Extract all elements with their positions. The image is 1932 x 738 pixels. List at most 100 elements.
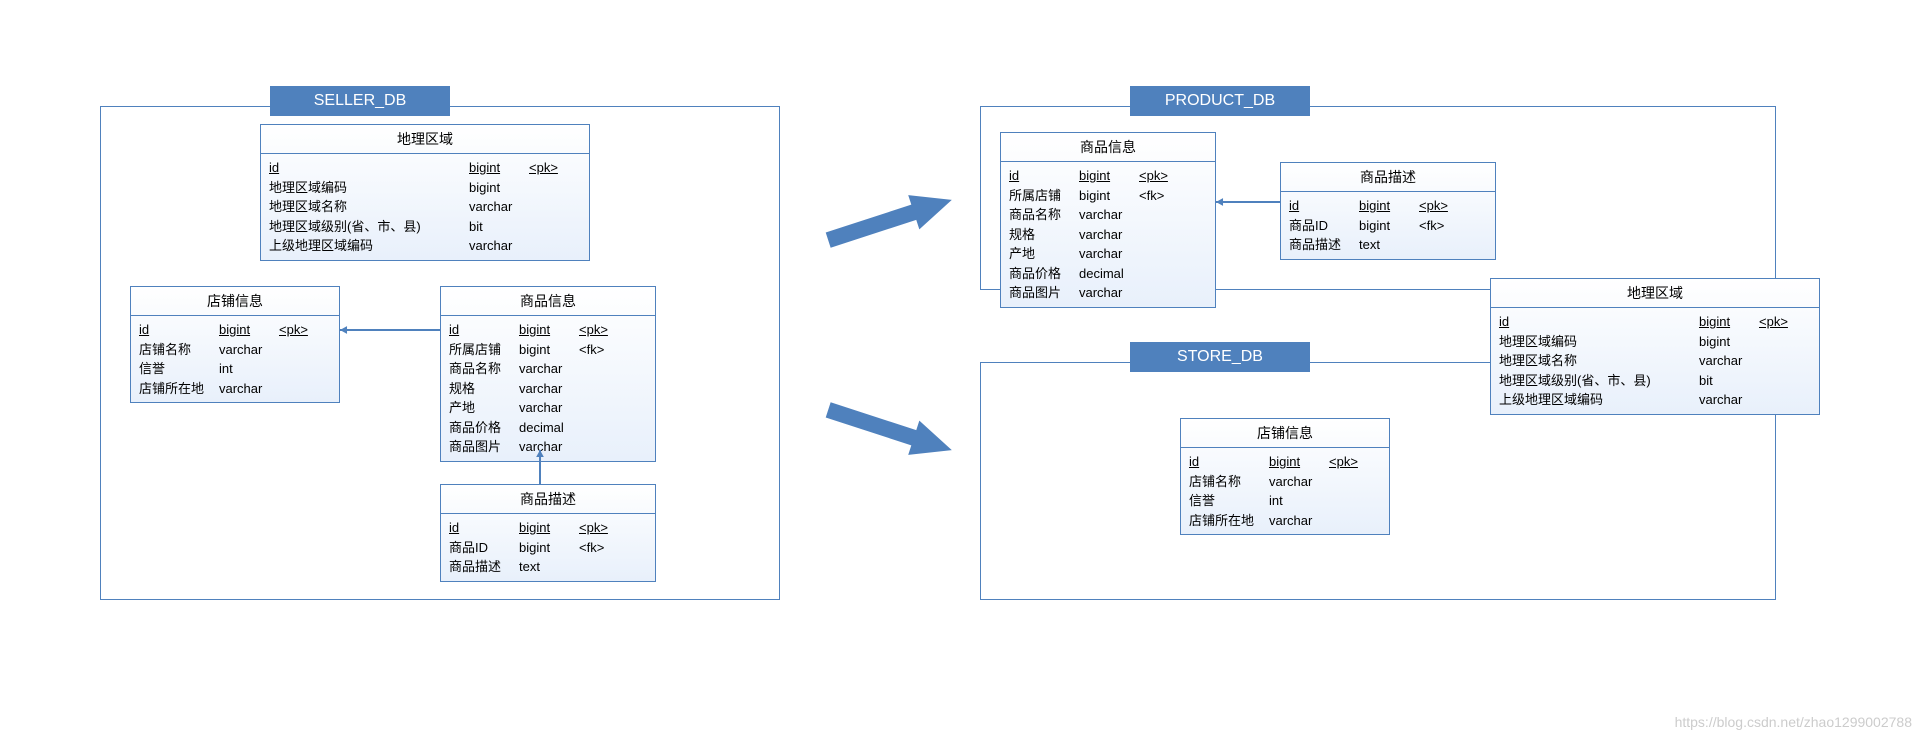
column-name: 商品名称 — [1009, 205, 1079, 225]
big-arrow-icon — [814, 170, 966, 270]
table-row: 店铺名称varchar — [1189, 472, 1381, 492]
column-key: <pk> — [1419, 196, 1448, 216]
column-name: 店铺所在地 — [1189, 511, 1269, 531]
column-type: bigint — [519, 518, 579, 538]
table-header: 商品描述 — [1281, 163, 1495, 192]
table-header: 商品信息 — [1001, 133, 1215, 162]
column-type: varchar — [1079, 283, 1139, 303]
column-type: bigint — [1699, 312, 1759, 332]
column-key: <pk> — [579, 320, 608, 340]
table-t_desc_r: 商品描述idbigint<pk>商品IDbigint<fk>商品描述text — [1280, 162, 1496, 260]
table-row: 商品IDbigint<fk> — [1289, 216, 1487, 236]
table-t_desc_l: 商品描述idbigint<pk>商品IDbigint<fk>商品描述text — [440, 484, 656, 582]
table-header: 地理区域 — [261, 125, 589, 154]
column-type: bigint — [1359, 196, 1419, 216]
db-title-product: PRODUCT_DB — [1130, 86, 1310, 116]
column-name: 所属店铺 — [1009, 186, 1079, 206]
column-name: id — [1189, 452, 1269, 472]
column-name: id — [1499, 312, 1699, 332]
column-name: 所属店铺 — [449, 340, 519, 360]
table-row: 所属店铺bigint<fk> — [1009, 186, 1207, 206]
table-row: 商品价格decimal — [1009, 264, 1207, 284]
table-row: 店铺名称varchar — [139, 340, 331, 360]
table-row: 店铺所在地varchar — [1189, 511, 1381, 531]
column-name: 商品图片 — [1009, 283, 1079, 303]
table-row: 规格varchar — [1009, 225, 1207, 245]
big-arrow-icon — [814, 380, 966, 480]
column-type: varchar — [1269, 472, 1329, 492]
column-name: 商品图片 — [449, 437, 519, 457]
column-key: <fk> — [579, 340, 604, 360]
column-key: <pk> — [279, 320, 308, 340]
table-body: idbigint<pk>店铺名称varchar信誉int店铺所在地varchar — [1181, 448, 1389, 534]
table-row: idbigint<pk> — [1499, 312, 1811, 332]
table-body: idbigint<pk>所属店铺bigint<fk>商品名称varchar规格v… — [1001, 162, 1215, 307]
column-name: 地理区域编码 — [269, 178, 469, 198]
table-row: 商品IDbigint<fk> — [449, 538, 647, 558]
table-row: 地理区域名称varchar — [269, 197, 581, 217]
column-name: 地理区域级别(省、市、县) — [1499, 371, 1699, 391]
column-type: bit — [469, 217, 529, 237]
column-type: bigint — [1699, 332, 1759, 352]
table-t_area_l: 地理区域idbigint<pk>地理区域编码bigint地理区域名称varcha… — [260, 124, 590, 261]
connector-arrow — [530, 440, 550, 494]
table-row: 信誉int — [1189, 491, 1381, 511]
column-name: id — [1009, 166, 1079, 186]
column-type: varchar — [1269, 511, 1329, 531]
column-name: id — [1289, 196, 1359, 216]
table-row: idbigint<pk> — [449, 518, 647, 538]
column-type: bigint — [1359, 216, 1419, 236]
column-type: varchar — [1699, 351, 1759, 371]
table-t_prod_l: 商品信息idbigint<pk>所属店铺bigint<fk>商品名称varcha… — [440, 286, 656, 462]
table-row: 产地varchar — [449, 398, 647, 418]
column-type: bigint — [1079, 166, 1139, 186]
table-t_prod_r: 商品信息idbigint<pk>所属店铺bigint<fk>商品名称varcha… — [1000, 132, 1216, 308]
column-type: bit — [1699, 371, 1759, 391]
column-type: varchar — [469, 197, 529, 217]
column-type: bigint — [219, 320, 279, 340]
connector-arrow — [330, 320, 450, 340]
column-type: bigint — [519, 320, 579, 340]
column-key: <pk> — [529, 158, 558, 178]
table-t_store_l: 店铺信息idbigint<pk>店铺名称varchar信誉int店铺所在地var… — [130, 286, 340, 403]
column-key: <fk> — [579, 538, 604, 558]
watermark-text: https://blog.csdn.net/zhao1299002788 — [1675, 714, 1912, 730]
column-key: <pk> — [1139, 166, 1168, 186]
table-header: 店铺信息 — [1181, 419, 1389, 448]
column-name: id — [449, 320, 519, 340]
table-row: 地理区域名称varchar — [1499, 351, 1811, 371]
table-row: 地理区域级别(省、市、县)bit — [269, 217, 581, 237]
table-row: 规格varchar — [449, 379, 647, 399]
column-type: varchar — [1079, 205, 1139, 225]
column-type: varchar — [469, 236, 529, 256]
table-body: idbigint<pk>商品IDbigint<fk>商品描述text — [1281, 192, 1495, 259]
column-name: 地理区域编码 — [1499, 332, 1699, 352]
table-row: 商品名称varchar — [1009, 205, 1207, 225]
table-row: 所属店铺bigint<fk> — [449, 340, 647, 360]
db-title-seller: SELLER_DB — [270, 86, 450, 116]
column-key: <pk> — [1329, 452, 1358, 472]
table-row: 地理区域编码bigint — [269, 178, 581, 198]
column-name: 商品描述 — [449, 557, 519, 577]
column-name: 规格 — [1009, 225, 1079, 245]
column-name: 地理区域级别(省、市、县) — [269, 217, 469, 237]
column-name: 上级地理区域编码 — [1499, 390, 1699, 410]
column-name: 规格 — [449, 379, 519, 399]
column-type: varchar — [1699, 390, 1759, 410]
column-type: varchar — [1079, 244, 1139, 264]
column-type: bigint — [519, 538, 579, 558]
column-name: 店铺名称 — [1189, 472, 1269, 492]
column-name: id — [449, 518, 519, 538]
table-row: 上级地理区域编码varchar — [1499, 390, 1811, 410]
column-name: 信誉 — [1189, 491, 1269, 511]
column-name: 店铺所在地 — [139, 379, 219, 399]
column-name: id — [269, 158, 469, 178]
column-type: varchar — [519, 359, 579, 379]
table-body: idbigint<pk>地理区域编码bigint地理区域名称varchar地理区… — [261, 154, 589, 260]
table-row: 产地varchar — [1009, 244, 1207, 264]
column-type: varchar — [219, 379, 279, 399]
connector-arrow — [1206, 192, 1290, 212]
table-header: 店铺信息 — [131, 287, 339, 316]
column-name: 商品ID — [449, 538, 519, 558]
column-type: bigint — [469, 178, 529, 198]
